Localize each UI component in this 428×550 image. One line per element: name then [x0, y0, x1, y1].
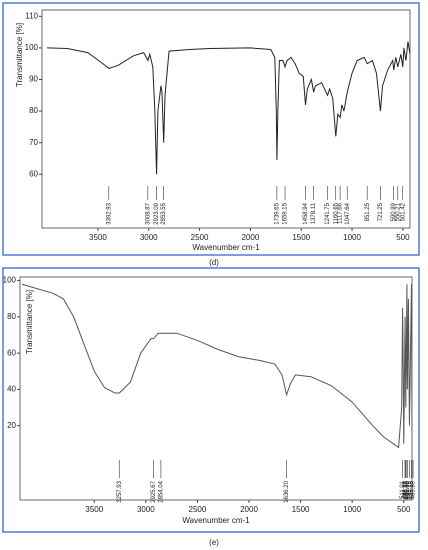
x-tick-label: 1000	[343, 233, 361, 242]
peak-label: 590.99	[391, 202, 397, 221]
x-tick-label: 3500	[85, 505, 103, 514]
peak-label: 465.30	[405, 480, 411, 499]
x-tick-label: 500	[397, 505, 411, 514]
peak-label: 3008.87	[145, 202, 151, 224]
y-tick-label: 100	[25, 43, 39, 52]
y-tick-label: 90	[29, 75, 38, 84]
peak-label: 445.15	[407, 480, 413, 499]
x-tick-label: 3000	[137, 505, 155, 514]
peak-label: 550.21	[395, 202, 401, 221]
x-tick-label: 2500	[191, 233, 209, 242]
y-tick-label: 60	[29, 169, 38, 178]
peak-label: 2854.04	[158, 480, 164, 502]
peak-label: 469.40	[404, 480, 410, 499]
peak-label: 480.37	[403, 480, 409, 499]
peak-label: 851.25	[365, 202, 371, 221]
x-axis-label: Wavenumber cm-1	[182, 516, 250, 525]
caption: (e)	[209, 538, 219, 547]
peak-label: 409.69	[411, 480, 417, 499]
peak-label: 1739.65	[274, 202, 280, 224]
x-tick-label: 500	[396, 233, 410, 242]
panel-border	[2, 267, 420, 533]
panel-border	[2, 2, 420, 256]
peak-label: 2923.09	[154, 202, 160, 224]
peak-label: 1458.94	[303, 202, 309, 224]
y-tick-label: 60	[7, 348, 16, 357]
peak-label: 501.42	[400, 202, 406, 221]
peak-label: 1659.15	[283, 202, 289, 224]
x-axis-label: Wavenumber cm-1	[192, 243, 260, 252]
x-tick-label: 2000	[240, 505, 258, 514]
y-axis-label: Transmittance [%]	[15, 23, 24, 87]
x-tick-label: 3000	[140, 233, 158, 242]
y-tick-label: 70	[29, 138, 38, 147]
peak-label: 1378.11	[311, 202, 317, 224]
x-tick-label: 3500	[89, 233, 107, 242]
peak-label: 2925.67	[151, 480, 157, 502]
peak-label: 3392.93	[106, 202, 112, 224]
x-tick-label: 1500	[292, 233, 310, 242]
y-tick-label: 20	[7, 421, 16, 430]
x-tick-label: 2500	[189, 505, 207, 514]
y-tick-label: 100	[3, 276, 17, 285]
peak-label: 1117.66	[338, 202, 344, 223]
peak-label: 3257.93	[117, 480, 123, 502]
x-tick-label: 2000	[241, 233, 259, 242]
caption: (d)	[209, 258, 219, 267]
y-tick-label: 80	[7, 312, 16, 321]
y-tick-label: 110	[25, 11, 38, 20]
peak-label: 721.25	[378, 202, 384, 221]
peak-label: 487.92	[403, 480, 409, 499]
peak-label: 1636.20	[284, 480, 290, 502]
peak-label: 1160.65	[333, 202, 339, 224]
peak-label: 425.15	[409, 480, 415, 499]
y-tick-label: 80	[29, 106, 38, 115]
spectrum-line	[21, 283, 412, 449]
plot-frame	[41, 9, 411, 229]
y-axis-label: Transmittance [%]	[25, 290, 34, 354]
y-tick-label: 40	[7, 385, 16, 394]
peak-label: 2853.55	[161, 202, 167, 224]
spectrum-line	[47, 41, 410, 175]
x-tick-label: 1000	[343, 505, 361, 514]
peak-label: 1047.64	[345, 202, 351, 224]
plot-frame	[19, 276, 413, 501]
peak-label: 511.01	[400, 480, 406, 499]
x-tick-label: 1500	[292, 505, 310, 514]
peak-label: 1241.75	[325, 202, 331, 224]
